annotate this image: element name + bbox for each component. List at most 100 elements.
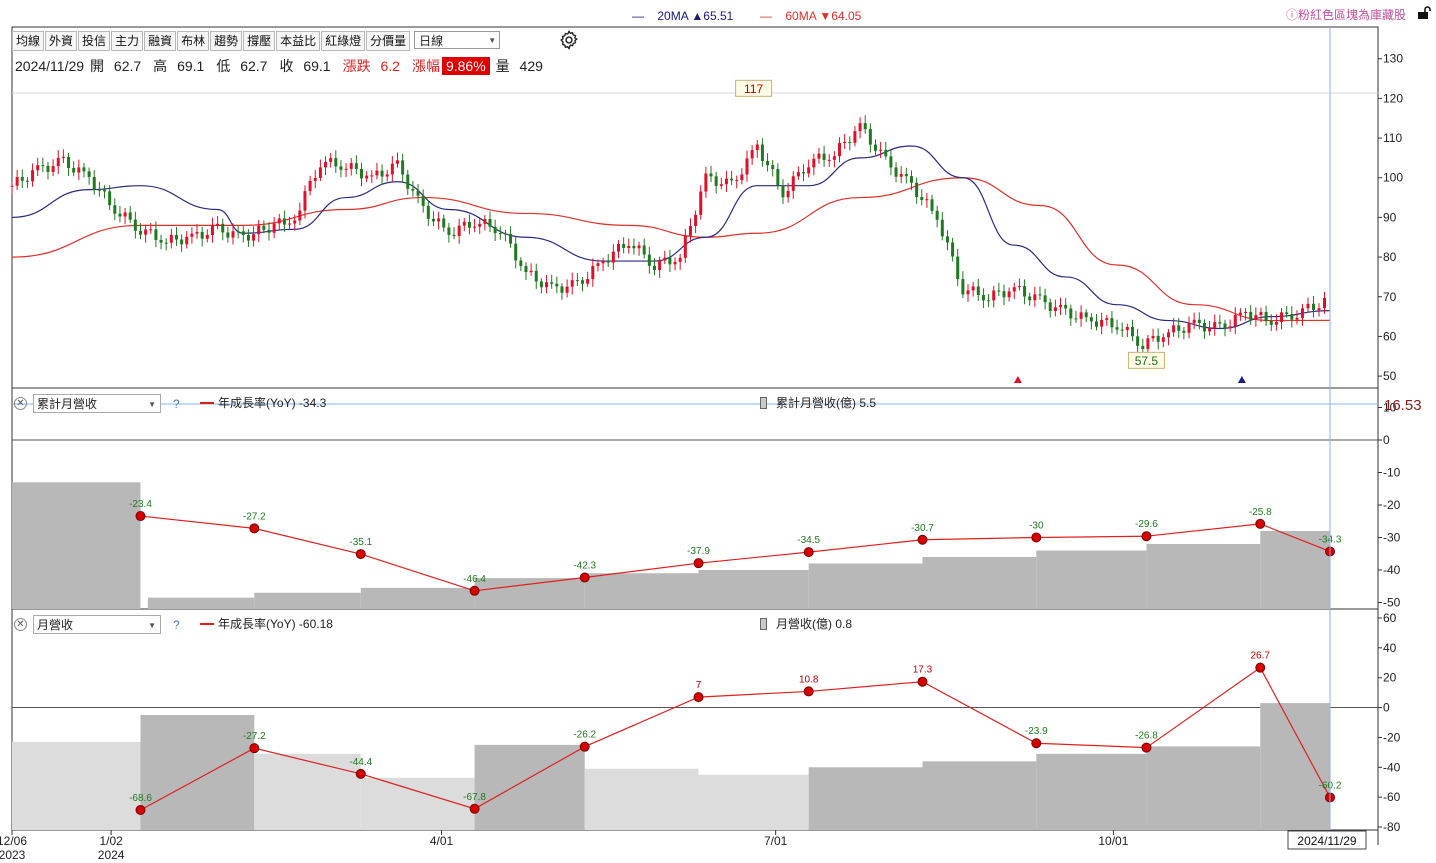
margin-button[interactable]: 融資 (144, 31, 177, 51)
trend-button[interactable]: 趨勢 (210, 31, 243, 51)
candle-body (503, 233, 507, 235)
candle-body (1146, 338, 1150, 349)
candle-body (1120, 329, 1124, 331)
panel2-line-label: 年成長率(YoY) (218, 396, 296, 410)
x-tick-label: 4/01 (430, 834, 454, 848)
ma-button[interactable]: 均線 (12, 31, 45, 51)
candle-body (714, 176, 718, 186)
candle-body (997, 290, 1001, 292)
yoy-point (469, 585, 480, 596)
main-force-button[interactable]: 主力 (111, 31, 144, 51)
yoy-point-label: 26.7 (1251, 651, 1271, 662)
candle-body (1161, 337, 1165, 342)
panel3-indicator-select[interactable]: 月營收 ▼ (33, 615, 161, 634)
candle-body (221, 223, 225, 233)
close-icon[interactable]: ✕ (14, 397, 27, 410)
candle-body (380, 170, 384, 177)
candle-body (786, 190, 790, 198)
candle-body (282, 218, 286, 225)
ma60-swatch: — (760, 9, 772, 23)
candle-body (1156, 335, 1160, 342)
candle-body (853, 131, 857, 143)
chevron-down-icon: ▼ (148, 400, 156, 409)
candle-body (426, 205, 430, 219)
period-select-value: 日線 (419, 34, 444, 48)
help-icon[interactable]: ? (173, 396, 180, 411)
candle-body (447, 227, 451, 235)
candle-body (730, 178, 734, 181)
panel3-header: ✕ 月營收 ▼ ? (14, 615, 180, 634)
yoy-point-label: 7 (696, 680, 702, 691)
candle-body (1274, 321, 1278, 325)
volume-label: 量 (495, 58, 510, 74)
ma60-label: 60MA (785, 9, 817, 23)
crosshair-cursor: 2024/11/29 (12, 27, 1378, 850)
high-group: 高 69.1 (153, 56, 210, 76)
candle-body (550, 282, 554, 284)
quote-date: 2024/11/29 (15, 58, 85, 74)
moving-averages (11, 145, 1331, 330)
line-swatch (200, 401, 214, 404)
candle-body (365, 175, 369, 179)
candle-body (293, 220, 297, 224)
close-icon[interactable]: ✕ (14, 618, 27, 631)
candle-body (442, 218, 446, 228)
revenue-bar (360, 587, 475, 609)
candle-body (904, 173, 908, 177)
unlock-icon[interactable] (1417, 6, 1431, 20)
bollinger-button[interactable]: 布林 (177, 31, 210, 51)
panel2-indicator-select[interactable]: 累計月營收 ▼ (33, 394, 161, 413)
y-tick-label: 100 (1383, 171, 1403, 185)
volume-profile-button[interactable]: 分價量 (366, 31, 411, 51)
close-value: 69.1 (303, 58, 331, 74)
help-icon[interactable]: ? (173, 617, 180, 632)
candle-body (848, 141, 852, 143)
revenue-bar (12, 482, 141, 609)
change-label: 漲跌 (342, 58, 371, 74)
candle-body (1300, 308, 1304, 318)
support-resistance-button[interactable]: 撐壓 (243, 31, 276, 51)
yoy-point-label: -27.2 (243, 731, 266, 742)
candle-body (632, 245, 636, 249)
candle-body (1285, 312, 1289, 315)
candle-body (704, 173, 708, 192)
foreign-investor-button[interactable]: 外資 (45, 31, 78, 51)
candle-body (791, 176, 795, 191)
candle-body (72, 167, 76, 173)
candlesticks[interactable] (10, 115, 1326, 357)
revenue-bar (922, 557, 1037, 609)
candle-body (884, 149, 888, 157)
panel3-select-value: 月營收 (37, 618, 74, 632)
candle-body (1254, 315, 1258, 320)
candle-body (1311, 303, 1315, 311)
panel2-line-value: -34.3 (298, 395, 327, 410)
candle-body (1259, 312, 1263, 316)
close-group: 收 69.1 (279, 56, 336, 76)
traffic-light-button[interactable]: 紅綠燈 (321, 31, 366, 51)
candle-body (159, 239, 163, 243)
candle-body (401, 160, 405, 175)
candle-body (858, 123, 862, 132)
candle-body (478, 223, 482, 227)
candle-body (570, 280, 574, 287)
candle-body (164, 242, 168, 244)
candle-body (909, 176, 913, 183)
candle-body (236, 231, 240, 233)
revenue-bar (808, 563, 923, 609)
candle-body (529, 270, 533, 273)
candle-body (1033, 294, 1037, 301)
ma60-line (11, 177, 1331, 322)
period-select[interactable]: 日線 ▼ (414, 31, 501, 49)
candle-body (375, 170, 379, 176)
pe-ratio-button[interactable]: 本益比 (276, 31, 321, 51)
yoy-point-label: -30.7 (911, 523, 934, 534)
y-tick-label: 60 (1383, 329, 1397, 343)
y-tick-label: 20 (1383, 671, 1397, 685)
candle-body (838, 143, 842, 157)
candle-body (699, 191, 703, 215)
info-icon: ⓘ (1285, 8, 1298, 22)
investment-trust-button[interactable]: 投信 (78, 31, 111, 51)
candle-body (370, 175, 374, 177)
gear-icon[interactable] (558, 29, 580, 51)
